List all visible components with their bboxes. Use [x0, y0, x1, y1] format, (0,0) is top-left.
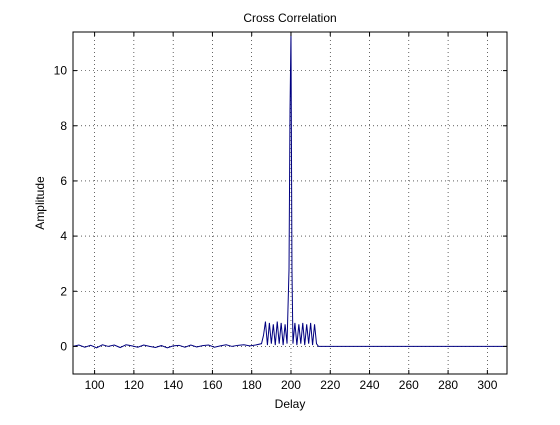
- y-tick-label: 2: [60, 284, 67, 298]
- x-tick-label: 260: [399, 378, 419, 392]
- y-tick-label: 6: [60, 174, 67, 188]
- y-axis-label: Amplitude: [33, 176, 47, 230]
- y-tick-label: 0: [60, 339, 67, 353]
- x-tick-label: 180: [242, 378, 262, 392]
- axes-box: [72, 31, 508, 375]
- x-tick-label: 200: [281, 378, 301, 392]
- plot-area: [72, 31, 507, 349]
- x-tick-label: 300: [477, 378, 497, 392]
- x-tick-label: 140: [163, 378, 183, 392]
- x-tick-label: 280: [438, 378, 458, 392]
- y-tick-label: 4: [60, 229, 67, 243]
- x-tick-label: 240: [360, 378, 380, 392]
- x-axis-label: Delay: [275, 397, 306, 411]
- x-tick-label: 160: [202, 378, 222, 392]
- x-tick-label: 220: [320, 378, 340, 392]
- y-tick-label: 10: [54, 64, 68, 78]
- ticks: 100 120 140 160 180 200 220 240 260 280 300 0 2 4 6 8 10: [54, 32, 507, 392]
- chart-title: Cross Correlation: [243, 11, 336, 25]
- x-tick-label: 120: [124, 378, 144, 392]
- x-tick-label: 100: [85, 378, 105, 392]
- series-line: [72, 31, 507, 349]
- y-tick-label: 8: [60, 119, 67, 133]
